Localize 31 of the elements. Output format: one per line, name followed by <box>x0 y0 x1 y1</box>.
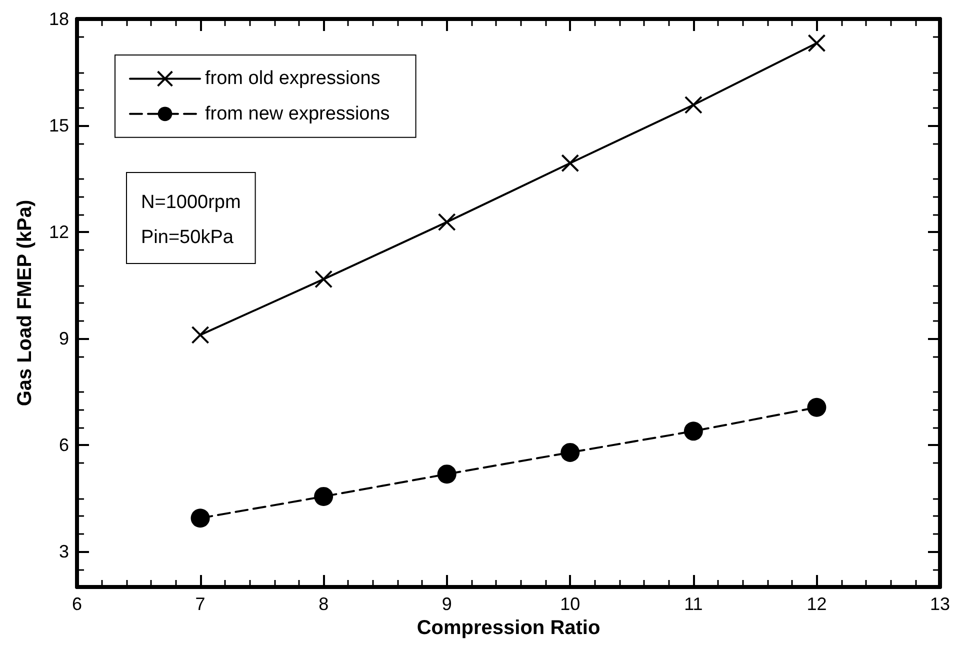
x-tick-label: 6 <box>72 594 82 614</box>
point <box>808 34 826 52</box>
point <box>684 96 702 114</box>
point <box>684 422 703 441</box>
x-tick-label: 7 <box>195 594 206 614</box>
legend-label: from new expressions <box>205 103 390 124</box>
legend-label: from old expressions <box>205 68 380 90</box>
point <box>561 154 580 172</box>
annotation: N=1000rpm Pin=50kPa <box>141 192 241 248</box>
y-tick-label: 18 <box>48 9 69 29</box>
point <box>314 270 333 288</box>
y-tick-label: 15 <box>48 116 69 136</box>
y-tick-label: 6 <box>58 435 69 455</box>
y-axis-title: Gas Load FMEP (kPa) <box>14 200 36 406</box>
x-axis-title: Compression Ratio <box>416 616 600 639</box>
y-tick-label: 3 <box>58 542 69 562</box>
x-tick-label: 9 <box>442 594 452 614</box>
x-tick-label: 11 <box>684 594 703 614</box>
y-tick-label: 9 <box>58 328 69 348</box>
x-tick-label: 13 <box>930 594 950 614</box>
point <box>560 442 580 462</box>
point <box>807 398 826 417</box>
point <box>191 326 210 344</box>
point <box>438 213 456 232</box>
point <box>190 508 210 528</box>
point <box>437 464 456 484</box>
x-tick-label: 10 <box>560 594 580 614</box>
point <box>314 486 334 506</box>
y-tick-label: 12 <box>48 222 69 242</box>
x-tick-label: 8 <box>318 594 329 614</box>
x-tick-label: 12 <box>806 594 827 614</box>
